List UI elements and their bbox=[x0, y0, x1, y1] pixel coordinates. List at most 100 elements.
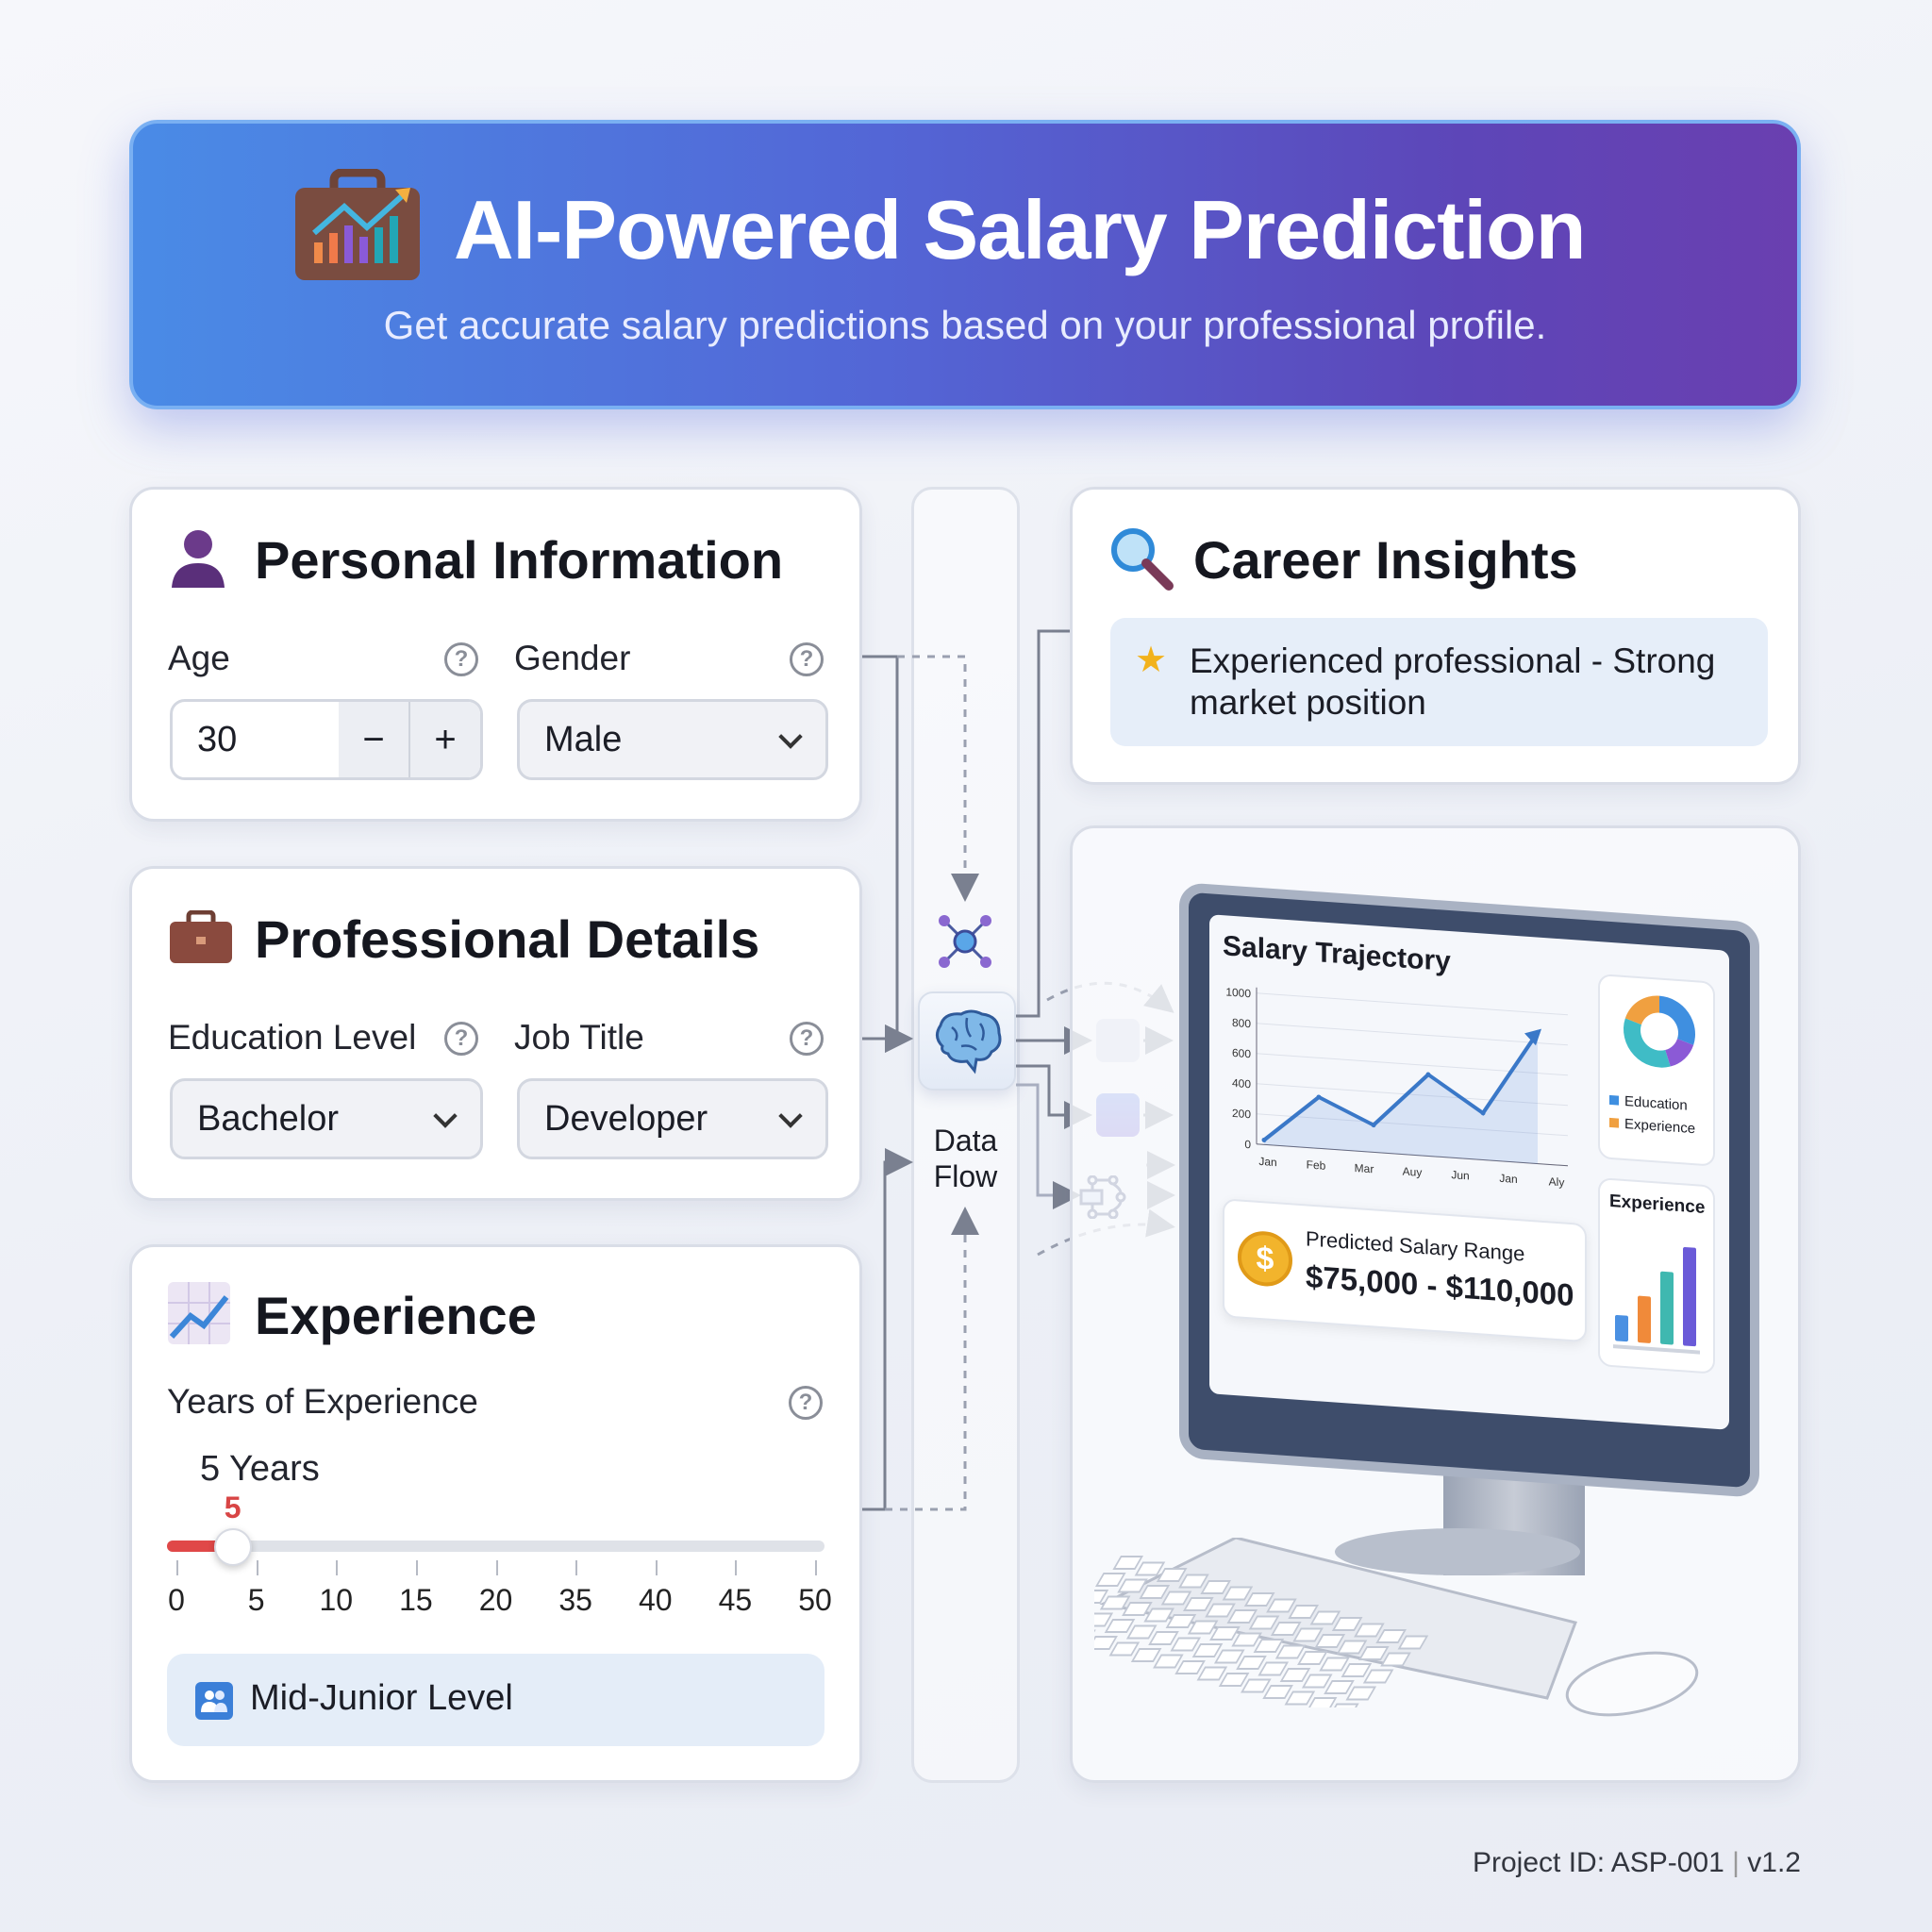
keyboard-key bbox=[1362, 1669, 1394, 1684]
project-id: Project ID: ASP-001 bbox=[1473, 1847, 1724, 1878]
age-stepper[interactable]: 30 − + bbox=[170, 699, 483, 780]
keyboard-key bbox=[1156, 1568, 1188, 1582]
keyboard-key bbox=[1222, 1586, 1254, 1601]
x-tick-label: Jan bbox=[1258, 1155, 1276, 1169]
dollar-coin-icon: $ bbox=[1238, 1229, 1292, 1289]
help-icon[interactable]: ? bbox=[789, 1386, 823, 1420]
keyboard-key bbox=[1134, 1561, 1166, 1576]
keyboard-key bbox=[1112, 1556, 1144, 1570]
professional-details-card: Professional Details Education Level ? J… bbox=[129, 866, 862, 1201]
experience-slider-track[interactable] bbox=[167, 1541, 824, 1552]
experience-bar bbox=[1615, 1314, 1628, 1342]
education-label: Education Level bbox=[168, 1018, 417, 1057]
donut-slice bbox=[1624, 995, 1659, 1025]
keyboard-key bbox=[1297, 1651, 1328, 1665]
keyboard-key bbox=[1174, 1660, 1206, 1674]
experience-bars-card: Experience bbox=[1598, 1177, 1715, 1374]
keyboard-key bbox=[1191, 1643, 1224, 1657]
gridline bbox=[1257, 1053, 1568, 1076]
slider-tick bbox=[256, 1560, 258, 1575]
keyboard-key bbox=[1319, 1657, 1350, 1672]
data-point bbox=[1371, 1123, 1376, 1128]
keyboard-key bbox=[1257, 1661, 1290, 1676]
job-title-select[interactable]: Developer bbox=[517, 1078, 828, 1159]
keyboard-key bbox=[1253, 1639, 1285, 1653]
keyboard-key bbox=[1262, 1685, 1293, 1699]
age-label: Age bbox=[168, 639, 230, 677]
keyboard-key bbox=[1328, 1703, 1359, 1707]
keyboard-key bbox=[1274, 1644, 1307, 1659]
bar-baseline bbox=[1613, 1344, 1700, 1355]
page-subtitle: Get accurate salary predictions based on… bbox=[383, 303, 1547, 347]
keyboard-key bbox=[1270, 1622, 1302, 1636]
experience-bar-chart bbox=[1613, 1246, 1700, 1355]
keyboard-key bbox=[1139, 1585, 1171, 1599]
brain-icon bbox=[936, 1009, 1002, 1074]
slider-tick bbox=[655, 1560, 658, 1575]
keyboard-key bbox=[1148, 1631, 1179, 1645]
chevron-down-icon bbox=[778, 1104, 803, 1128]
keyboard-key bbox=[1236, 1656, 1267, 1670]
slider-tick-label: 5 bbox=[247, 1583, 265, 1617]
magnifier-icon bbox=[1111, 528, 1174, 591]
gridline bbox=[1257, 1083, 1568, 1107]
keyboard-key bbox=[1288, 1605, 1320, 1619]
decrement-button[interactable]: − bbox=[339, 702, 410, 777]
keyboard-key bbox=[1331, 1617, 1363, 1631]
keyboard-key bbox=[1345, 1686, 1377, 1701]
y-tick-label: 200 bbox=[1232, 1107, 1251, 1121]
donut-legend: Education Experience bbox=[1609, 1090, 1695, 1141]
keyboard-key bbox=[1094, 1612, 1114, 1627]
briefcase-icon bbox=[170, 910, 232, 963]
ai-model-node[interactable] bbox=[918, 991, 1016, 1091]
slider-tick-label: 15 bbox=[399, 1583, 433, 1617]
y-tick-label: 800 bbox=[1232, 1016, 1251, 1030]
monitor-display: Salary Trajectory 1000 800 600 400 200 0 Jan Fe… bbox=[1209, 914, 1729, 1430]
page-title: AI-Powered Salary Prediction bbox=[454, 183, 1586, 276]
x-tick-label: Mar bbox=[1355, 1161, 1374, 1175]
x-tick-label: Jan bbox=[1499, 1172, 1517, 1186]
x-axis bbox=[1257, 1143, 1568, 1167]
gender-select[interactable]: Male bbox=[517, 699, 828, 780]
person-icon bbox=[172, 530, 225, 588]
legend-label: Experience bbox=[1624, 1116, 1696, 1138]
salary-line bbox=[1262, 1031, 1540, 1142]
gender-label: Gender bbox=[514, 639, 631, 677]
job-title-label: Job Title bbox=[514, 1018, 644, 1057]
keyboard-key bbox=[1231, 1632, 1262, 1647]
increment-button[interactable]: + bbox=[434, 719, 457, 760]
keyboard-key bbox=[1341, 1663, 1373, 1677]
help-icon[interactable]: ? bbox=[444, 642, 478, 676]
gridline bbox=[1257, 1023, 1568, 1046]
card-title: Professional Details bbox=[255, 909, 760, 969]
help-icon[interactable]: ? bbox=[444, 1022, 478, 1056]
chevron-down-icon bbox=[778, 724, 803, 749]
keyboard-key bbox=[1375, 1629, 1407, 1643]
keyboard-key bbox=[1117, 1578, 1148, 1593]
keyboard-key bbox=[1248, 1615, 1280, 1630]
keyboard-key bbox=[1099, 1595, 1131, 1610]
keyboard-key bbox=[1266, 1598, 1297, 1613]
keyboard-key bbox=[1226, 1609, 1258, 1624]
predicted-salary-card: $ Predicted Salary Range $75,000 - $110,… bbox=[1223, 1198, 1587, 1343]
experience-bar bbox=[1638, 1295, 1651, 1343]
keyboard bbox=[1094, 1538, 1577, 1707]
help-icon[interactable]: ? bbox=[790, 1022, 824, 1056]
keyboard-key bbox=[1241, 1678, 1272, 1693]
star-icon: ★ bbox=[1135, 641, 1168, 680]
help-icon[interactable]: ? bbox=[790, 642, 824, 676]
footer: Project ID: ASP-001 | v1.2 bbox=[1473, 1847, 1801, 1878]
donut-card: Education Experience bbox=[1598, 974, 1715, 1167]
education-select[interactable]: Bachelor bbox=[170, 1078, 483, 1159]
keyboard-key bbox=[1153, 1654, 1184, 1669]
age-input[interactable]: 30 bbox=[197, 720, 238, 759]
keyboard-key bbox=[1178, 1574, 1209, 1589]
slider-thumb[interactable] bbox=[213, 1528, 252, 1566]
insight-message-box: ★ Experienced professional - Strong mark… bbox=[1110, 618, 1768, 746]
slider-tick-label: 20 bbox=[478, 1583, 513, 1617]
keyboard-key bbox=[1196, 1666, 1228, 1681]
experience-bar bbox=[1660, 1271, 1674, 1345]
keyboard-key bbox=[1284, 1690, 1316, 1706]
keyboard-key bbox=[1104, 1619, 1136, 1633]
keyboard-key bbox=[1309, 1610, 1341, 1625]
